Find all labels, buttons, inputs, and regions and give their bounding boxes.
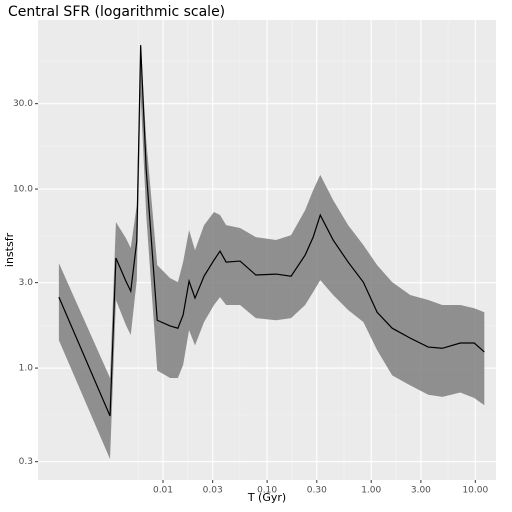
y-tick-label: 10.0 <box>13 185 33 195</box>
x-tick-label: 1.00 <box>361 486 381 496</box>
chart-title: Central SFR (logarithmic scale) <box>8 4 225 20</box>
x-tick-label: 0.30 <box>307 486 327 496</box>
confidence-band <box>58 42 485 460</box>
x-tick-label: 3.00 <box>411 486 431 496</box>
x-tick-label: 0.10 <box>257 486 277 496</box>
x-axis-title: T (Gyr) <box>247 491 286 504</box>
x-tick-label: 0.03 <box>203 486 223 496</box>
x-tick-label: 0.01 <box>153 486 173 496</box>
marks <box>58 42 485 460</box>
y-tick-label: 30.0 <box>13 99 33 109</box>
line <box>58 45 485 417</box>
y-axis-title: instsfr <box>3 232 16 267</box>
y-tick-label: 1.0 <box>19 364 34 374</box>
y-tick-label: 3.0 <box>19 278 34 288</box>
x-tick-label: 10.00 <box>462 486 488 496</box>
y-tick-label: 0.3 <box>19 457 33 467</box>
